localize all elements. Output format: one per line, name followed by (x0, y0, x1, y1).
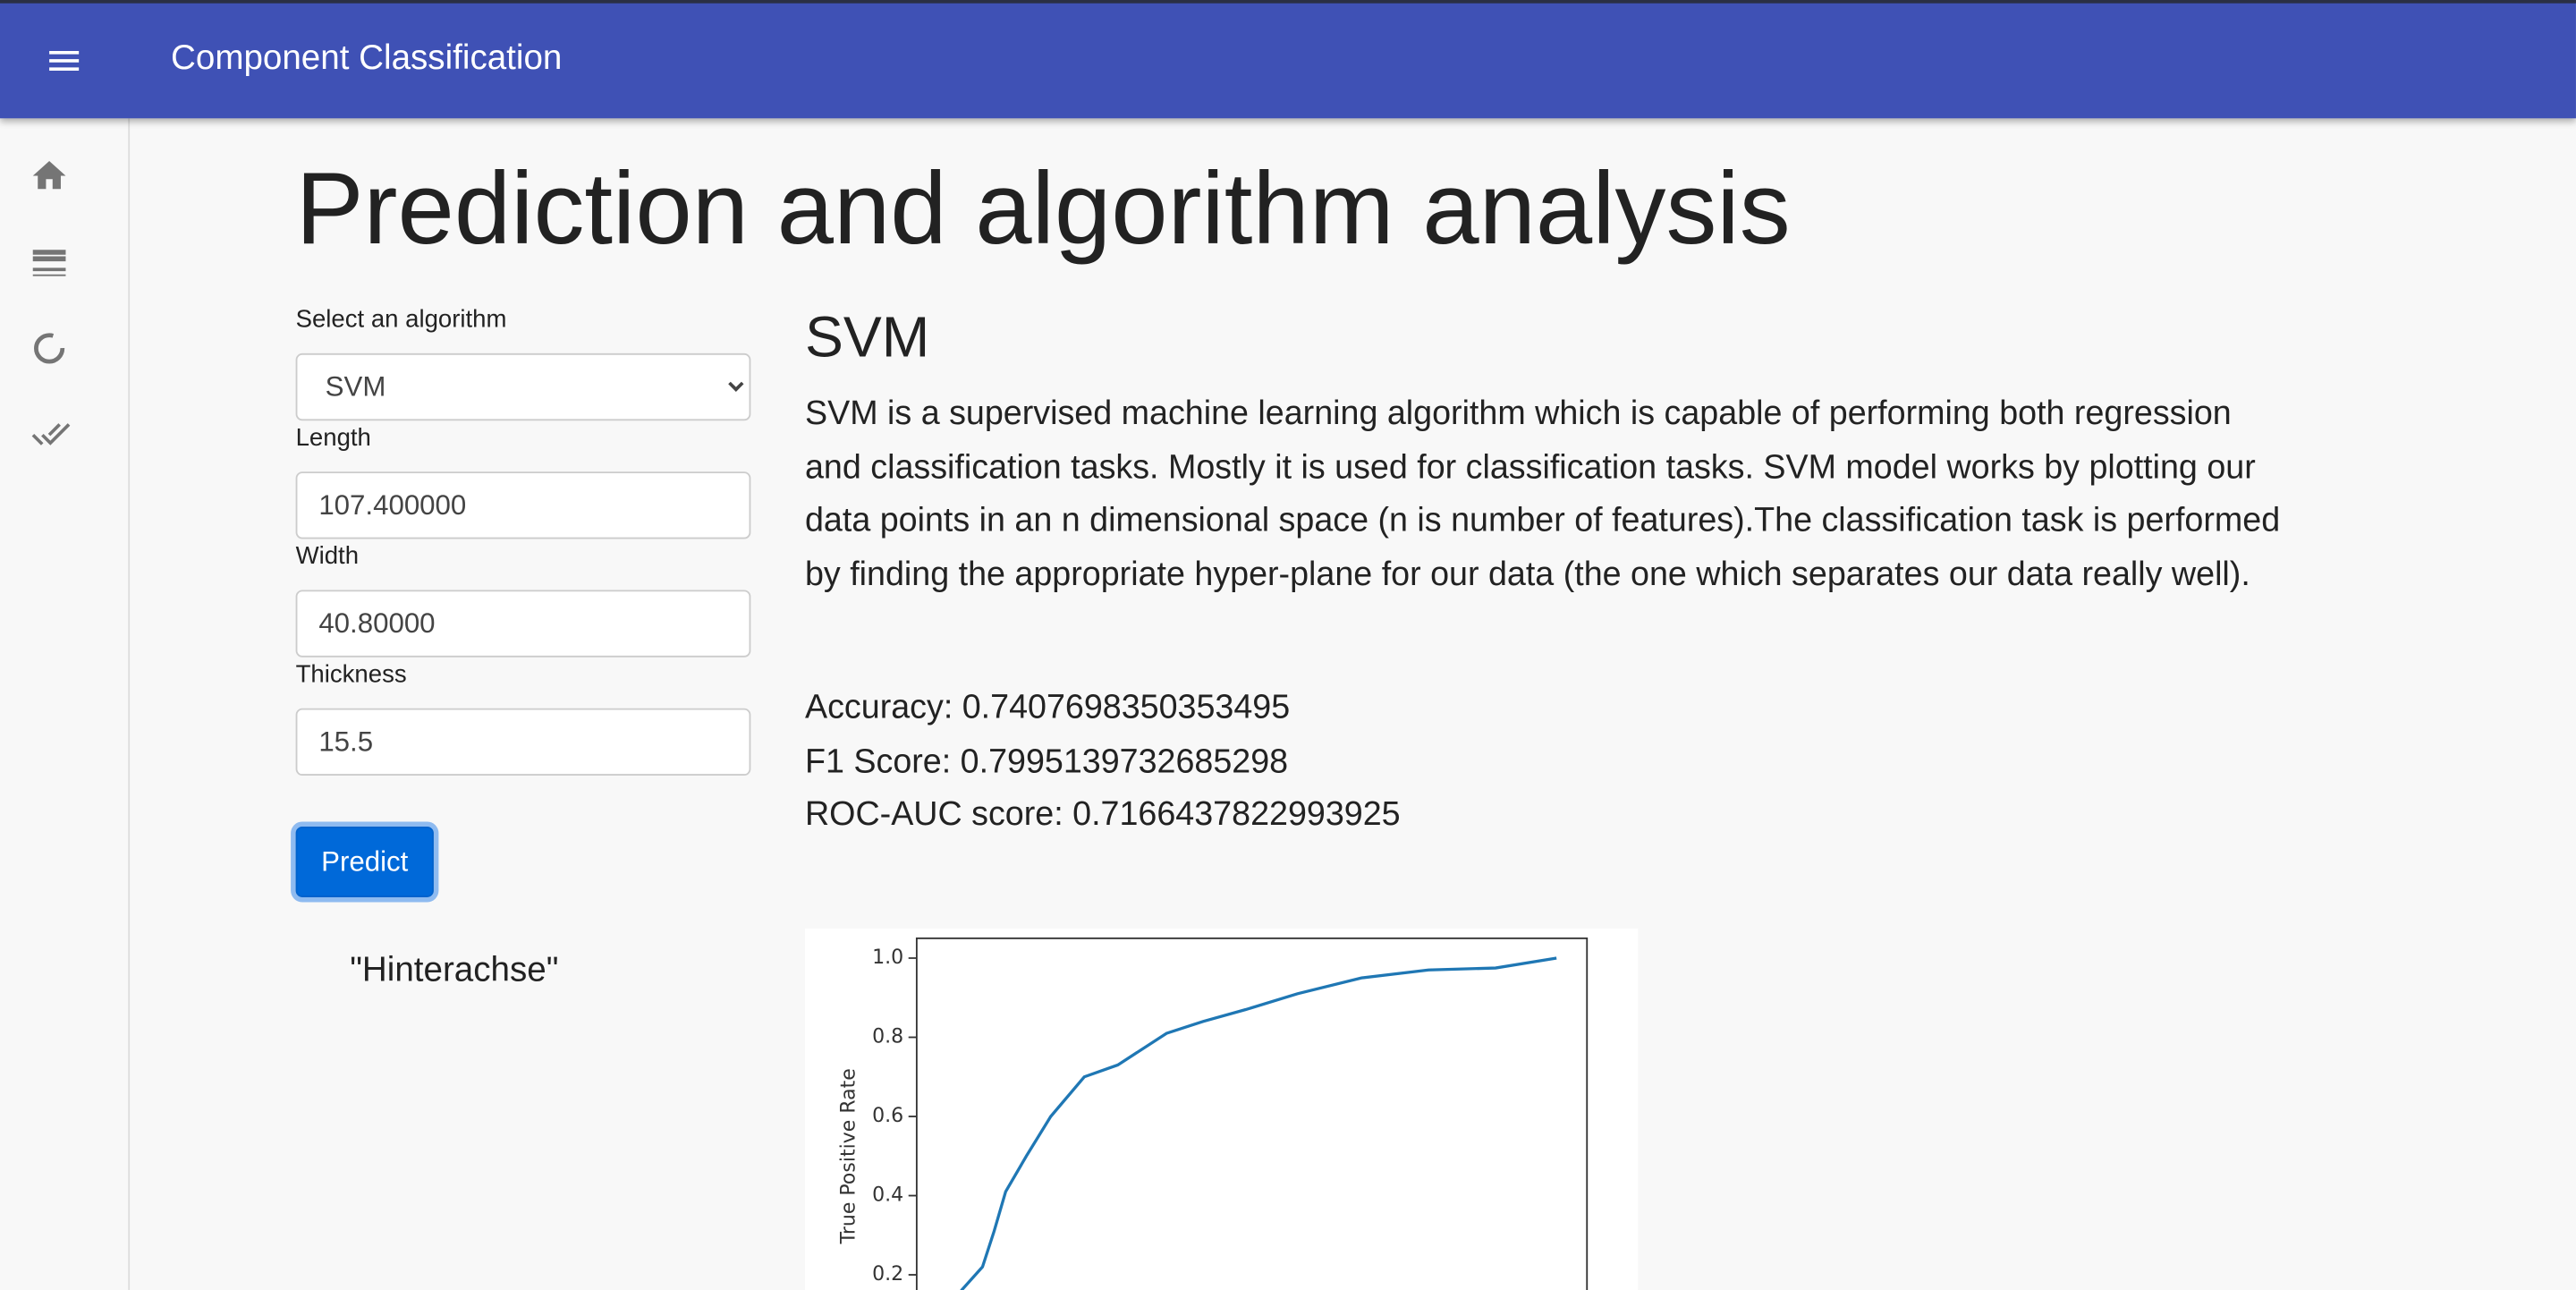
roc-chart: 0.2 0.4 0.6 0.8 1.0 True Positive Rate (804, 928, 1639, 1290)
y-axis-label: True Positive Rate (838, 1068, 860, 1244)
roc-curve (960, 956, 1557, 1290)
metric: F1 Score: 0.7995139732685298 (804, 743, 1289, 781)
field-label: Select an algorithm (295, 305, 507, 334)
done-all-icon[interactable] (30, 414, 72, 454)
refresh-icon[interactable] (30, 328, 69, 368)
page-heading: Prediction and algorithm analysis (295, 152, 1791, 267)
y-tick-label: 0.6 (872, 1105, 903, 1127)
y-tick-label: 0.4 (872, 1184, 903, 1207)
predict-button[interactable]: Predict (295, 826, 434, 897)
field-label: Thickness (295, 660, 407, 689)
algorithm-description: SVM is a supervised machine learning alg… (804, 394, 2281, 593)
field-label: Length (295, 423, 371, 453)
y-tick-label: 1.0 (872, 946, 903, 969)
metric: Accuracy: 0.7407698350353495 (804, 688, 1291, 726)
algorithm-name: SVM (804, 305, 930, 370)
list-icon[interactable] (30, 243, 69, 283)
prediction: "Hinterachse" (350, 951, 559, 989)
y-tick-label: 0.2 (872, 1263, 903, 1286)
home-icon[interactable] (30, 157, 69, 196)
menu-button[interactable] (45, 41, 84, 81)
field-label: Width (295, 542, 360, 571)
app-title: Component Classification (171, 39, 563, 78)
thickness-input[interactable] (295, 708, 751, 777)
length-input[interactable] (295, 471, 751, 539)
plot-frame (915, 937, 1589, 1290)
sidebar (0, 118, 131, 1290)
top-bar: Component Classification (0, 0, 2576, 119)
width-input[interactable] (295, 590, 751, 658)
algorithm-select[interactable]: SVM (295, 352, 751, 421)
y-tick-label: 0.8 (872, 1026, 903, 1048)
metric: ROC-AUC score: 0.7166437822993925 (804, 795, 1401, 834)
